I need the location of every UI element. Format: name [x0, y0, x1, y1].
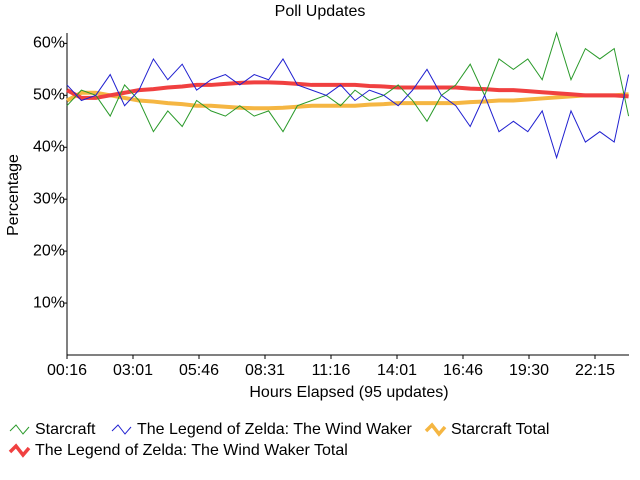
legend-icon: [111, 424, 132, 435]
x-tick-label: 22:15: [575, 362, 615, 379]
x-axis-label: Hours Elapsed (95 updates): [249, 384, 448, 401]
legend-label: Starcraft: [35, 421, 96, 438]
chart-title: Poll Updates: [275, 3, 366, 20]
legend-label: The Legend of Zelda: The Wind Waker: [137, 421, 412, 438]
y-tick-label: 30%: [33, 190, 65, 207]
y-tick-label: 50%: [33, 87, 65, 104]
x-tick-label: 08:31: [245, 362, 285, 379]
x-tick-label: 00:16: [47, 362, 87, 379]
series-line: [66, 80, 629, 100]
y-tick-label: 40%: [33, 138, 65, 155]
y-tick-label: 20%: [33, 242, 65, 259]
x-tick-label: 16:46: [443, 362, 483, 379]
legend-icon: [8, 443, 31, 458]
x-tick-label: 14:01: [377, 362, 417, 379]
legend-icon: [424, 422, 447, 437]
x-tick-label: 03:01: [113, 362, 153, 379]
x-tick-label: 11:16: [312, 362, 351, 379]
x-tick-label: 19:30: [509, 362, 549, 379]
series-line: [66, 90, 629, 111]
legend-icon: [9, 424, 30, 435]
series-line: [66, 31, 630, 133]
y-axis-label: Percentage: [5, 154, 22, 236]
series-line: [66, 57, 630, 160]
y-tick-label: 60%: [33, 35, 65, 52]
legend-label: Starcraft Total: [451, 421, 549, 438]
y-tick-label: 10%: [33, 294, 65, 311]
legend-label: The Legend of Zelda: The Wind Waker Tota…: [35, 442, 348, 459]
x-tick-label: 05:46: [179, 362, 219, 379]
